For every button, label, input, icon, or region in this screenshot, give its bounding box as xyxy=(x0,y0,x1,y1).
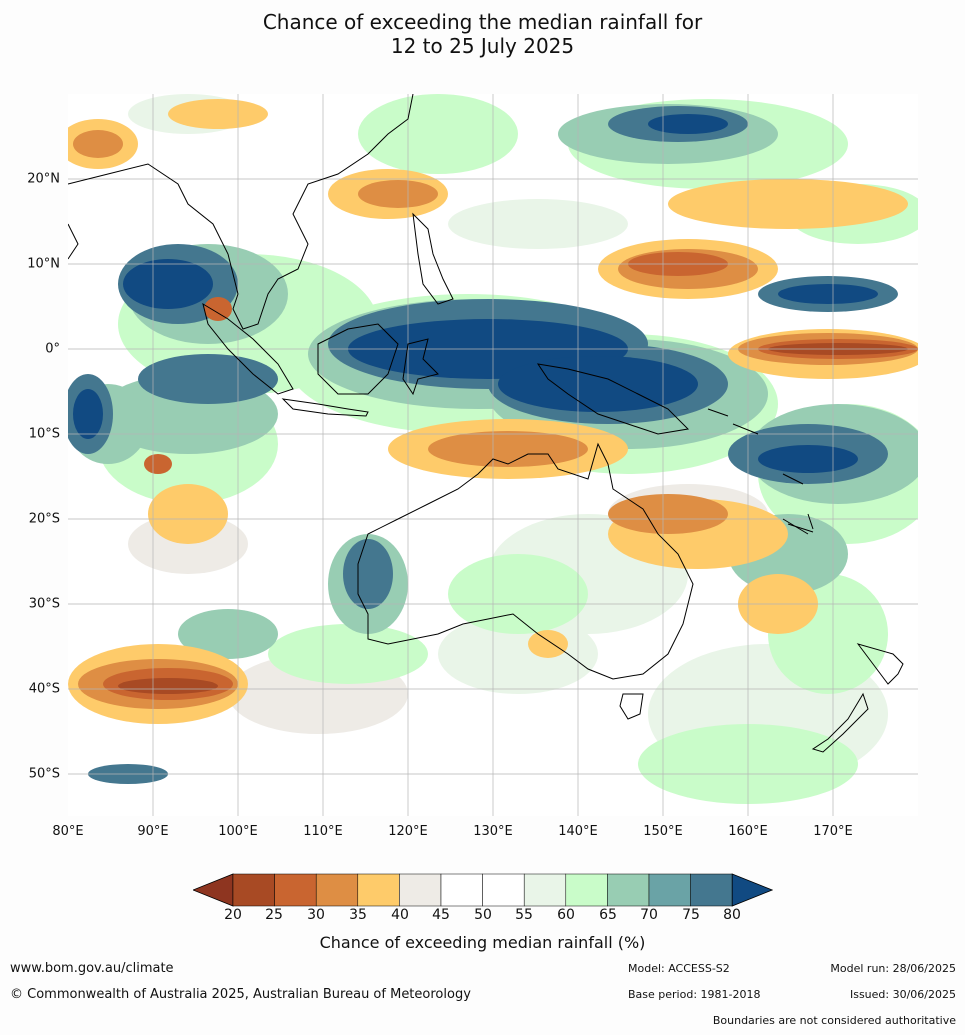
lon-label-130e: 130°E xyxy=(473,824,513,839)
rainfall-map xyxy=(68,94,918,816)
colorbar-tick: 50 xyxy=(474,907,492,923)
india-coastline xyxy=(68,223,79,260)
footer-issued: Issued: 30/06/2025 xyxy=(849,988,956,1001)
new-zealand-coastline xyxy=(811,643,904,753)
lon-label-90e: 90°E xyxy=(137,824,169,839)
tasmania-coastline xyxy=(619,693,644,720)
lon-label-150e: 150°E xyxy=(643,824,683,839)
colorbar-extend-high xyxy=(731,873,773,907)
lon-label-110e: 110°E xyxy=(303,824,343,839)
footer-copyright: © Commonwealth of Australia 2025, Austra… xyxy=(10,987,471,1002)
colorbar-bin-c25_30 xyxy=(274,873,317,907)
colorbar-bin-c55_60 xyxy=(523,873,567,907)
footer-model-run: Model run: 28/06/2025 xyxy=(830,962,956,975)
footer-website: www.bom.gov.au/climate xyxy=(10,961,174,976)
sumatra-coastline xyxy=(202,302,294,395)
colorbar xyxy=(193,873,773,907)
colorbar-tick: 70 xyxy=(640,907,658,923)
asia-coastline xyxy=(68,94,414,330)
colorbar-title: Chance of exceeding median rainfall (%) xyxy=(319,933,646,952)
colorbar-tick: 75 xyxy=(682,907,700,923)
lat-label-20n: 20°N xyxy=(27,171,60,187)
map-graticule xyxy=(68,94,918,816)
borneo-coastline xyxy=(317,323,399,395)
colorbar-bin-c50_55 xyxy=(482,873,525,907)
colorbar-bin-c75_80 xyxy=(690,873,733,907)
colorbar-extend-low xyxy=(193,873,234,907)
coastlines xyxy=(68,94,904,753)
colorbar-tick: 35 xyxy=(349,907,367,923)
java-coastline xyxy=(281,398,369,417)
lon-label-120e: 120°E xyxy=(388,824,428,839)
lon-label-160e: 160°E xyxy=(728,824,768,839)
colorbar-bin-c65_70 xyxy=(607,873,650,907)
footer-boundaries-note: Boundaries are not considered authoritat… xyxy=(712,1014,956,1027)
new-caledonia-coastline xyxy=(782,518,809,535)
lat-label-10s: 10°S xyxy=(28,426,60,442)
lat-label-40s: 40°S xyxy=(28,681,60,697)
colorbar-bin-c35_40 xyxy=(357,873,400,907)
colorbar-tick: 65 xyxy=(599,907,617,923)
new-guinea-coastline xyxy=(536,363,690,435)
lat-label-0: 0° xyxy=(45,341,60,357)
lat-label-50s: 50°S xyxy=(28,766,60,782)
lat-label-20s: 20°S xyxy=(28,511,60,527)
footer-base-period: Base period: 1981-2018 xyxy=(628,988,761,1001)
philippines-coastline xyxy=(412,212,454,305)
colorbar-tick: 45 xyxy=(432,907,450,923)
map-title-line1: Chance of exceeding the median rainfall … xyxy=(262,10,703,34)
vanuatu-coastline xyxy=(787,513,814,533)
lon-label-80e: 80°E xyxy=(52,824,84,839)
colorbar-bin-c40_45 xyxy=(399,873,442,907)
colorbar-tick: 80 xyxy=(723,907,741,923)
footer-model: Model: ACCESS-S2 xyxy=(628,962,730,975)
lon-label-170e: 170°E xyxy=(813,824,853,839)
colorbar-bin-c30_35 xyxy=(315,873,359,907)
colorbar-tick: 25 xyxy=(265,907,283,923)
colorbar-tick: 60 xyxy=(557,907,575,923)
colorbar-bin-c20_25 xyxy=(232,873,275,907)
colorbar-tick: 30 xyxy=(307,907,325,923)
map-title: Chance of exceeding the median rainfall … xyxy=(0,10,965,58)
lat-label-30s: 30°S xyxy=(28,596,60,612)
solomon-islands-coastline xyxy=(707,408,804,485)
map-title-line2: 12 to 25 July 2025 xyxy=(390,34,575,58)
colorbar-tick: 55 xyxy=(515,907,533,923)
rainfall-map-canvas xyxy=(68,94,918,816)
sulawesi-coastline xyxy=(402,338,439,396)
colorbar-tick: 40 xyxy=(391,907,409,923)
lon-label-140e: 140°E xyxy=(558,824,598,839)
colorbar-bin-c70_75 xyxy=(648,873,691,907)
lon-label-100e: 100°E xyxy=(218,824,258,839)
colorbar-tick: 20 xyxy=(224,907,242,923)
colorbar-bin-c45_50 xyxy=(440,873,483,907)
lat-label-10n: 10°N xyxy=(27,256,60,272)
colorbar-bin-c60_65 xyxy=(565,873,608,907)
australia-coastline xyxy=(357,442,694,680)
